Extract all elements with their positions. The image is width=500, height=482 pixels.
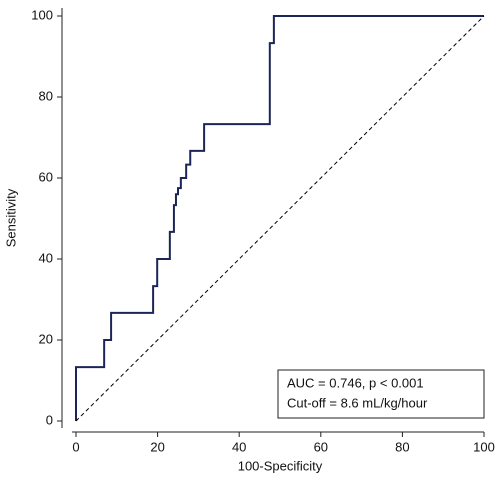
x-tick-label: 80 [395,439,409,454]
x-axis-label: 100-Specificity [238,458,323,473]
x-tick-label: 0 [72,439,79,454]
y-tick-label: 20 [39,331,53,346]
annotation: Cut-off = 8.6 mL/kg/hour [287,395,428,410]
x-tick-label: 60 [314,439,328,454]
y-tick-label: 40 [39,250,53,265]
annotation-box [277,369,485,419]
x-tick-label: 20 [150,439,164,454]
x-tick-label: 40 [232,439,246,454]
reference-line [75,15,485,422]
y-tick-label: 0 [46,412,53,427]
annotation: AUC = 0.746, p < 0.001 [287,375,424,390]
y-axis-label: Sensitivity [3,188,18,247]
y-tick-label: 80 [39,88,53,103]
roc-curve [75,15,484,421]
y-tick-label: 100 [31,7,53,22]
x-tick-label: 100 [473,439,495,454]
y-tick-label: 60 [39,169,53,184]
